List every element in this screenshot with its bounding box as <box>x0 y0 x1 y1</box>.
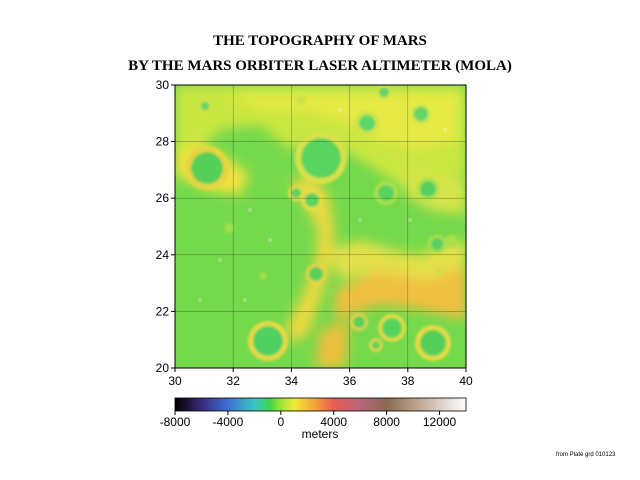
colorbar-tick-label: 0 <box>277 415 284 429</box>
crater-layer <box>185 85 457 361</box>
y-axis: 20 22 24 26 28 30 <box>156 78 175 375</box>
colorbar-tick-label: -8000 <box>160 415 191 429</box>
x-tick-label: 30 <box>168 374 182 388</box>
terrain-layer <box>175 85 466 368</box>
map-title: THE TOPOGRAPHY OF MARS <box>213 33 427 49</box>
credit-text: from Plate grd 010123 <box>556 452 616 458</box>
colorbar <box>174 397 467 412</box>
map-subtitle: BY THE MARS ORBITER LASER ALTIMETER (MOL… <box>128 58 512 74</box>
x-tick-label: 36 <box>343 374 357 388</box>
colorbar-unit-label: meters <box>302 427 339 441</box>
colorbar-tick-label: 4000 <box>320 415 347 429</box>
x-tick-label: 32 <box>227 374 241 388</box>
y-tick-label: 26 <box>156 191 170 205</box>
x-tick-label: 38 <box>401 374 415 388</box>
map-frame <box>174 84 467 369</box>
colorbar-ticks: -8000 -4000 0 4000 8000 12000 <box>160 411 457 429</box>
x-tick-label: 34 <box>285 374 299 388</box>
colorbar-tick-label: -4000 <box>213 415 244 429</box>
x-tick-label: 40 <box>459 374 473 388</box>
colorbar-tick-label: 12000 <box>423 415 457 429</box>
y-tick-label: 22 <box>156 304 170 318</box>
y-tick-label: 20 <box>156 361 170 375</box>
y-tick-label: 24 <box>156 248 170 262</box>
x-axis: 30 32 34 36 38 40 <box>168 368 473 388</box>
y-tick-label: 28 <box>156 135 170 149</box>
hillshade-specks <box>198 108 447 302</box>
y-tick-label: 30 <box>156 78 170 92</box>
colorbar-tick-label: 8000 <box>373 415 400 429</box>
